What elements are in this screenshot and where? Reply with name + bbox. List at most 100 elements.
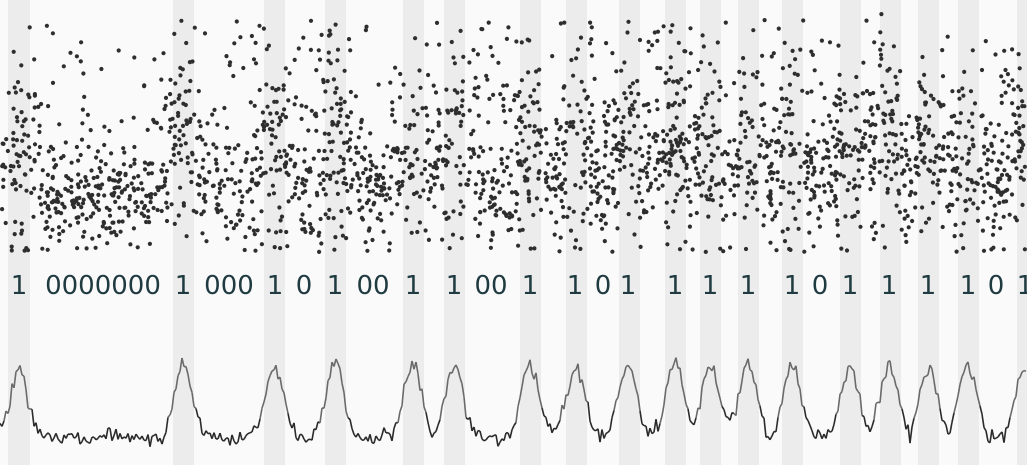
scatter-point	[368, 131, 372, 135]
scatter-point	[578, 247, 582, 251]
scatter-point	[748, 169, 752, 173]
scatter-point	[625, 30, 629, 34]
scatter-point	[770, 217, 774, 221]
scatter-point	[746, 116, 750, 120]
scatter-point	[908, 167, 912, 171]
scatter-point	[647, 109, 651, 113]
scatter-point	[447, 138, 451, 142]
scatter-point	[388, 196, 392, 200]
scatter-point	[744, 247, 748, 251]
scatter-point	[170, 202, 174, 206]
scatter-point	[616, 201, 620, 205]
scatter-point	[171, 147, 175, 151]
scatter-point	[783, 41, 787, 45]
scatter-point	[779, 87, 783, 91]
scatter-point	[700, 106, 704, 110]
scatter-point	[444, 88, 448, 92]
scatter-point	[222, 106, 226, 110]
scatter-point	[935, 183, 939, 187]
scatter-point	[43, 201, 47, 205]
scatter-point	[11, 164, 15, 168]
scatter-point	[46, 104, 50, 108]
signal-segment	[308, 439, 310, 440]
bit-label: 1	[620, 271, 637, 301]
scatter-point	[388, 81, 392, 85]
scatter-point	[907, 114, 911, 118]
scatter-point	[871, 122, 875, 126]
scatter-point	[982, 183, 986, 187]
scatter-point	[262, 128, 266, 132]
scatter-point	[147, 220, 151, 224]
scatter-point	[259, 209, 263, 213]
scatter-point	[1007, 83, 1011, 87]
scatter-point	[515, 202, 519, 206]
scatter-point	[663, 169, 667, 173]
scatter-point	[485, 78, 489, 82]
scatter-point	[499, 157, 503, 161]
scatter-point	[990, 159, 994, 163]
scatter-point	[688, 26, 692, 30]
scatter-point	[272, 191, 276, 195]
scatter-point	[622, 138, 626, 142]
scatter-point	[567, 103, 571, 107]
scatter-point	[786, 112, 790, 116]
scatter-point	[284, 66, 288, 70]
scatter-point	[535, 100, 539, 104]
scatter-point	[833, 194, 837, 198]
scatter-point	[327, 34, 331, 38]
scatter-point	[102, 193, 106, 197]
scatter-point	[634, 150, 638, 154]
scatter-point	[702, 44, 706, 48]
scatter-point	[326, 59, 330, 63]
scatter-point	[688, 225, 692, 229]
scatter-point	[527, 199, 531, 203]
scatter-point	[203, 142, 207, 146]
scatter-point	[76, 221, 80, 225]
scatter-point	[761, 223, 765, 227]
scatter-point	[621, 130, 625, 134]
scatter-point	[274, 230, 278, 234]
scatter-point	[102, 143, 106, 147]
scatter-point	[696, 126, 700, 130]
scatter-point	[812, 166, 816, 170]
scatter-point	[776, 170, 780, 174]
scatter-point	[434, 90, 438, 94]
scatter-point	[121, 219, 125, 223]
scatter-point	[593, 169, 597, 173]
scatter-point	[540, 135, 544, 139]
scatter-point	[415, 230, 419, 234]
scatter-point	[509, 149, 513, 153]
scatter-point	[571, 74, 575, 78]
scatter-point	[640, 154, 644, 158]
scatter-point	[71, 203, 75, 207]
scatter-point	[368, 154, 372, 158]
scatter-point	[444, 134, 448, 138]
scatter-point	[967, 119, 971, 123]
scatter-point	[708, 62, 712, 66]
scatter-point	[51, 188, 55, 192]
scatter-point	[345, 123, 349, 127]
scatter-point	[633, 100, 637, 104]
scatter-point	[286, 98, 290, 102]
scatter-point	[683, 87, 687, 91]
scatter-point	[776, 178, 780, 182]
scatter-point	[1002, 168, 1006, 172]
scatter-point	[459, 120, 463, 124]
scatter-point	[400, 151, 404, 155]
scatter-point	[411, 94, 415, 98]
highlight-band	[738, 0, 759, 465]
scatter-point	[797, 227, 801, 231]
scatter-point	[459, 199, 463, 203]
scatter-point	[361, 217, 365, 221]
scatter-point	[712, 154, 716, 158]
scatter-point	[564, 152, 568, 156]
scatter-point	[186, 155, 190, 159]
scatter-point	[719, 203, 723, 207]
scatter-point	[390, 113, 394, 117]
scatter-point	[585, 146, 589, 150]
scatter-point	[699, 194, 703, 198]
scatter-point	[692, 122, 696, 126]
scatter-point	[112, 191, 116, 195]
scatter-point	[179, 143, 183, 147]
scatter-point	[801, 18, 805, 22]
